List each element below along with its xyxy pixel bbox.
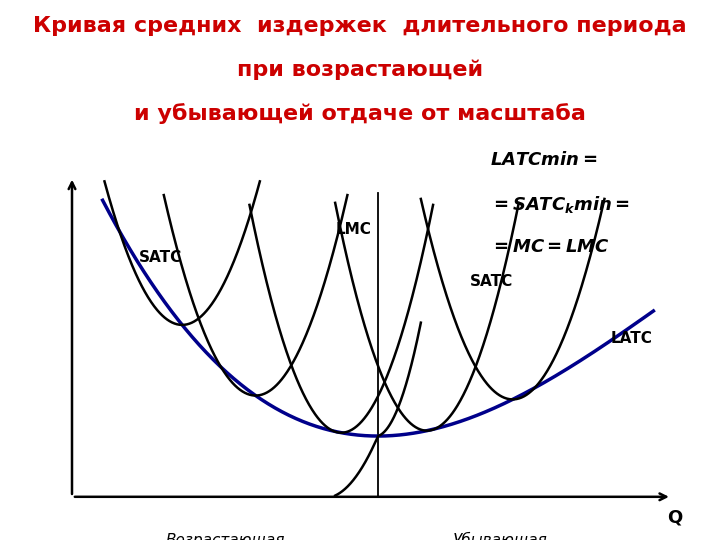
Text: и убывающей отдаче от масштаба: и убывающей отдаче от масштаба: [134, 103, 586, 124]
Text: LATC: LATC: [611, 331, 652, 346]
Text: Возрастающая: Возрастающая: [166, 534, 284, 540]
Text: $\bfit{LATCmin=}$: $\bfit{LATCmin=}$: [490, 151, 597, 169]
Text: при возрастающей: при возрастающей: [237, 59, 483, 80]
Text: Кривая средних  издержек  длительного периода: Кривая средних издержек длительного пери…: [33, 16, 687, 36]
Text: SATC: SATC: [140, 250, 183, 265]
Text: Q: Q: [667, 509, 683, 527]
Text: LMC: LMC: [336, 221, 372, 237]
Text: SATC: SATC: [470, 274, 513, 289]
Text: $\bfit{=MC=LMC}$: $\bfit{=MC=LMC}$: [490, 238, 609, 255]
Text: Убывающая: Убывающая: [453, 534, 548, 540]
Text: $\bfit{=SATC_k min=}$: $\bfit{=SATC_k min=}$: [490, 194, 629, 215]
